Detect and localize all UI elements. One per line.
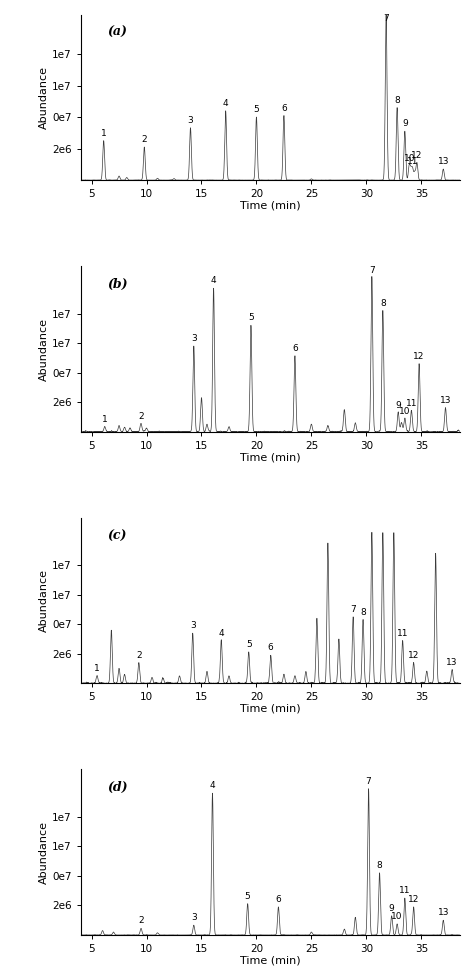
- X-axis label: Time (min): Time (min): [240, 452, 301, 463]
- Text: 3: 3: [191, 914, 197, 922]
- Text: 13: 13: [447, 658, 458, 667]
- Text: 4: 4: [210, 781, 215, 790]
- Y-axis label: Abundance: Abundance: [39, 318, 49, 381]
- Text: (d): (d): [107, 781, 128, 794]
- Text: 7: 7: [365, 776, 372, 786]
- Text: 3: 3: [191, 334, 197, 343]
- Text: 7: 7: [350, 605, 356, 614]
- Text: 6: 6: [268, 644, 273, 653]
- Text: 6: 6: [292, 345, 298, 354]
- Text: 4: 4: [223, 98, 228, 108]
- Text: 2: 2: [142, 135, 147, 144]
- Text: 7: 7: [383, 15, 389, 23]
- Text: 8: 8: [377, 861, 383, 870]
- X-axis label: Time (min): Time (min): [240, 201, 301, 210]
- Text: 6: 6: [275, 895, 281, 904]
- Text: 12: 12: [408, 651, 419, 659]
- Text: 11: 11: [406, 399, 417, 408]
- Text: 13: 13: [440, 396, 451, 405]
- Y-axis label: Abundance: Abundance: [39, 821, 49, 883]
- Text: 7: 7: [369, 266, 375, 275]
- Text: 6: 6: [281, 103, 287, 113]
- Text: 12: 12: [411, 151, 423, 160]
- Text: 1: 1: [102, 415, 108, 424]
- Text: 8: 8: [380, 299, 386, 308]
- Text: 10: 10: [399, 406, 410, 416]
- Text: 11: 11: [407, 157, 418, 167]
- Text: 12: 12: [408, 895, 419, 904]
- Text: 5: 5: [254, 105, 259, 114]
- Text: 9: 9: [402, 119, 408, 129]
- Text: 2: 2: [138, 917, 144, 925]
- Text: (a): (a): [107, 26, 127, 39]
- Text: 11: 11: [397, 628, 409, 638]
- Text: 4: 4: [219, 628, 224, 638]
- Text: 4: 4: [211, 277, 217, 285]
- X-axis label: Time (min): Time (min): [240, 704, 301, 714]
- Text: 1: 1: [101, 129, 107, 137]
- Text: 13: 13: [438, 157, 449, 167]
- Text: 5: 5: [246, 640, 252, 650]
- Text: 8: 8: [360, 608, 366, 617]
- Text: 11: 11: [399, 886, 410, 895]
- Text: 9: 9: [395, 400, 401, 410]
- Text: 5: 5: [245, 892, 251, 901]
- Text: 13: 13: [438, 909, 449, 918]
- Text: 2: 2: [138, 412, 144, 421]
- Y-axis label: Abundance: Abundance: [39, 66, 49, 129]
- Y-axis label: Abundance: Abundance: [39, 569, 49, 632]
- Text: 10: 10: [392, 912, 403, 921]
- Text: 10: 10: [403, 154, 415, 163]
- Text: 5: 5: [248, 314, 254, 322]
- Text: (c): (c): [107, 530, 127, 543]
- Text: 3: 3: [188, 116, 193, 125]
- Text: 1: 1: [94, 664, 100, 673]
- Text: 3: 3: [190, 621, 196, 630]
- Text: 8: 8: [394, 95, 400, 104]
- Text: 9: 9: [389, 904, 394, 913]
- Text: 2: 2: [136, 651, 142, 659]
- Text: (b): (b): [107, 278, 128, 291]
- Text: 12: 12: [413, 352, 425, 360]
- X-axis label: Time (min): Time (min): [240, 955, 301, 965]
